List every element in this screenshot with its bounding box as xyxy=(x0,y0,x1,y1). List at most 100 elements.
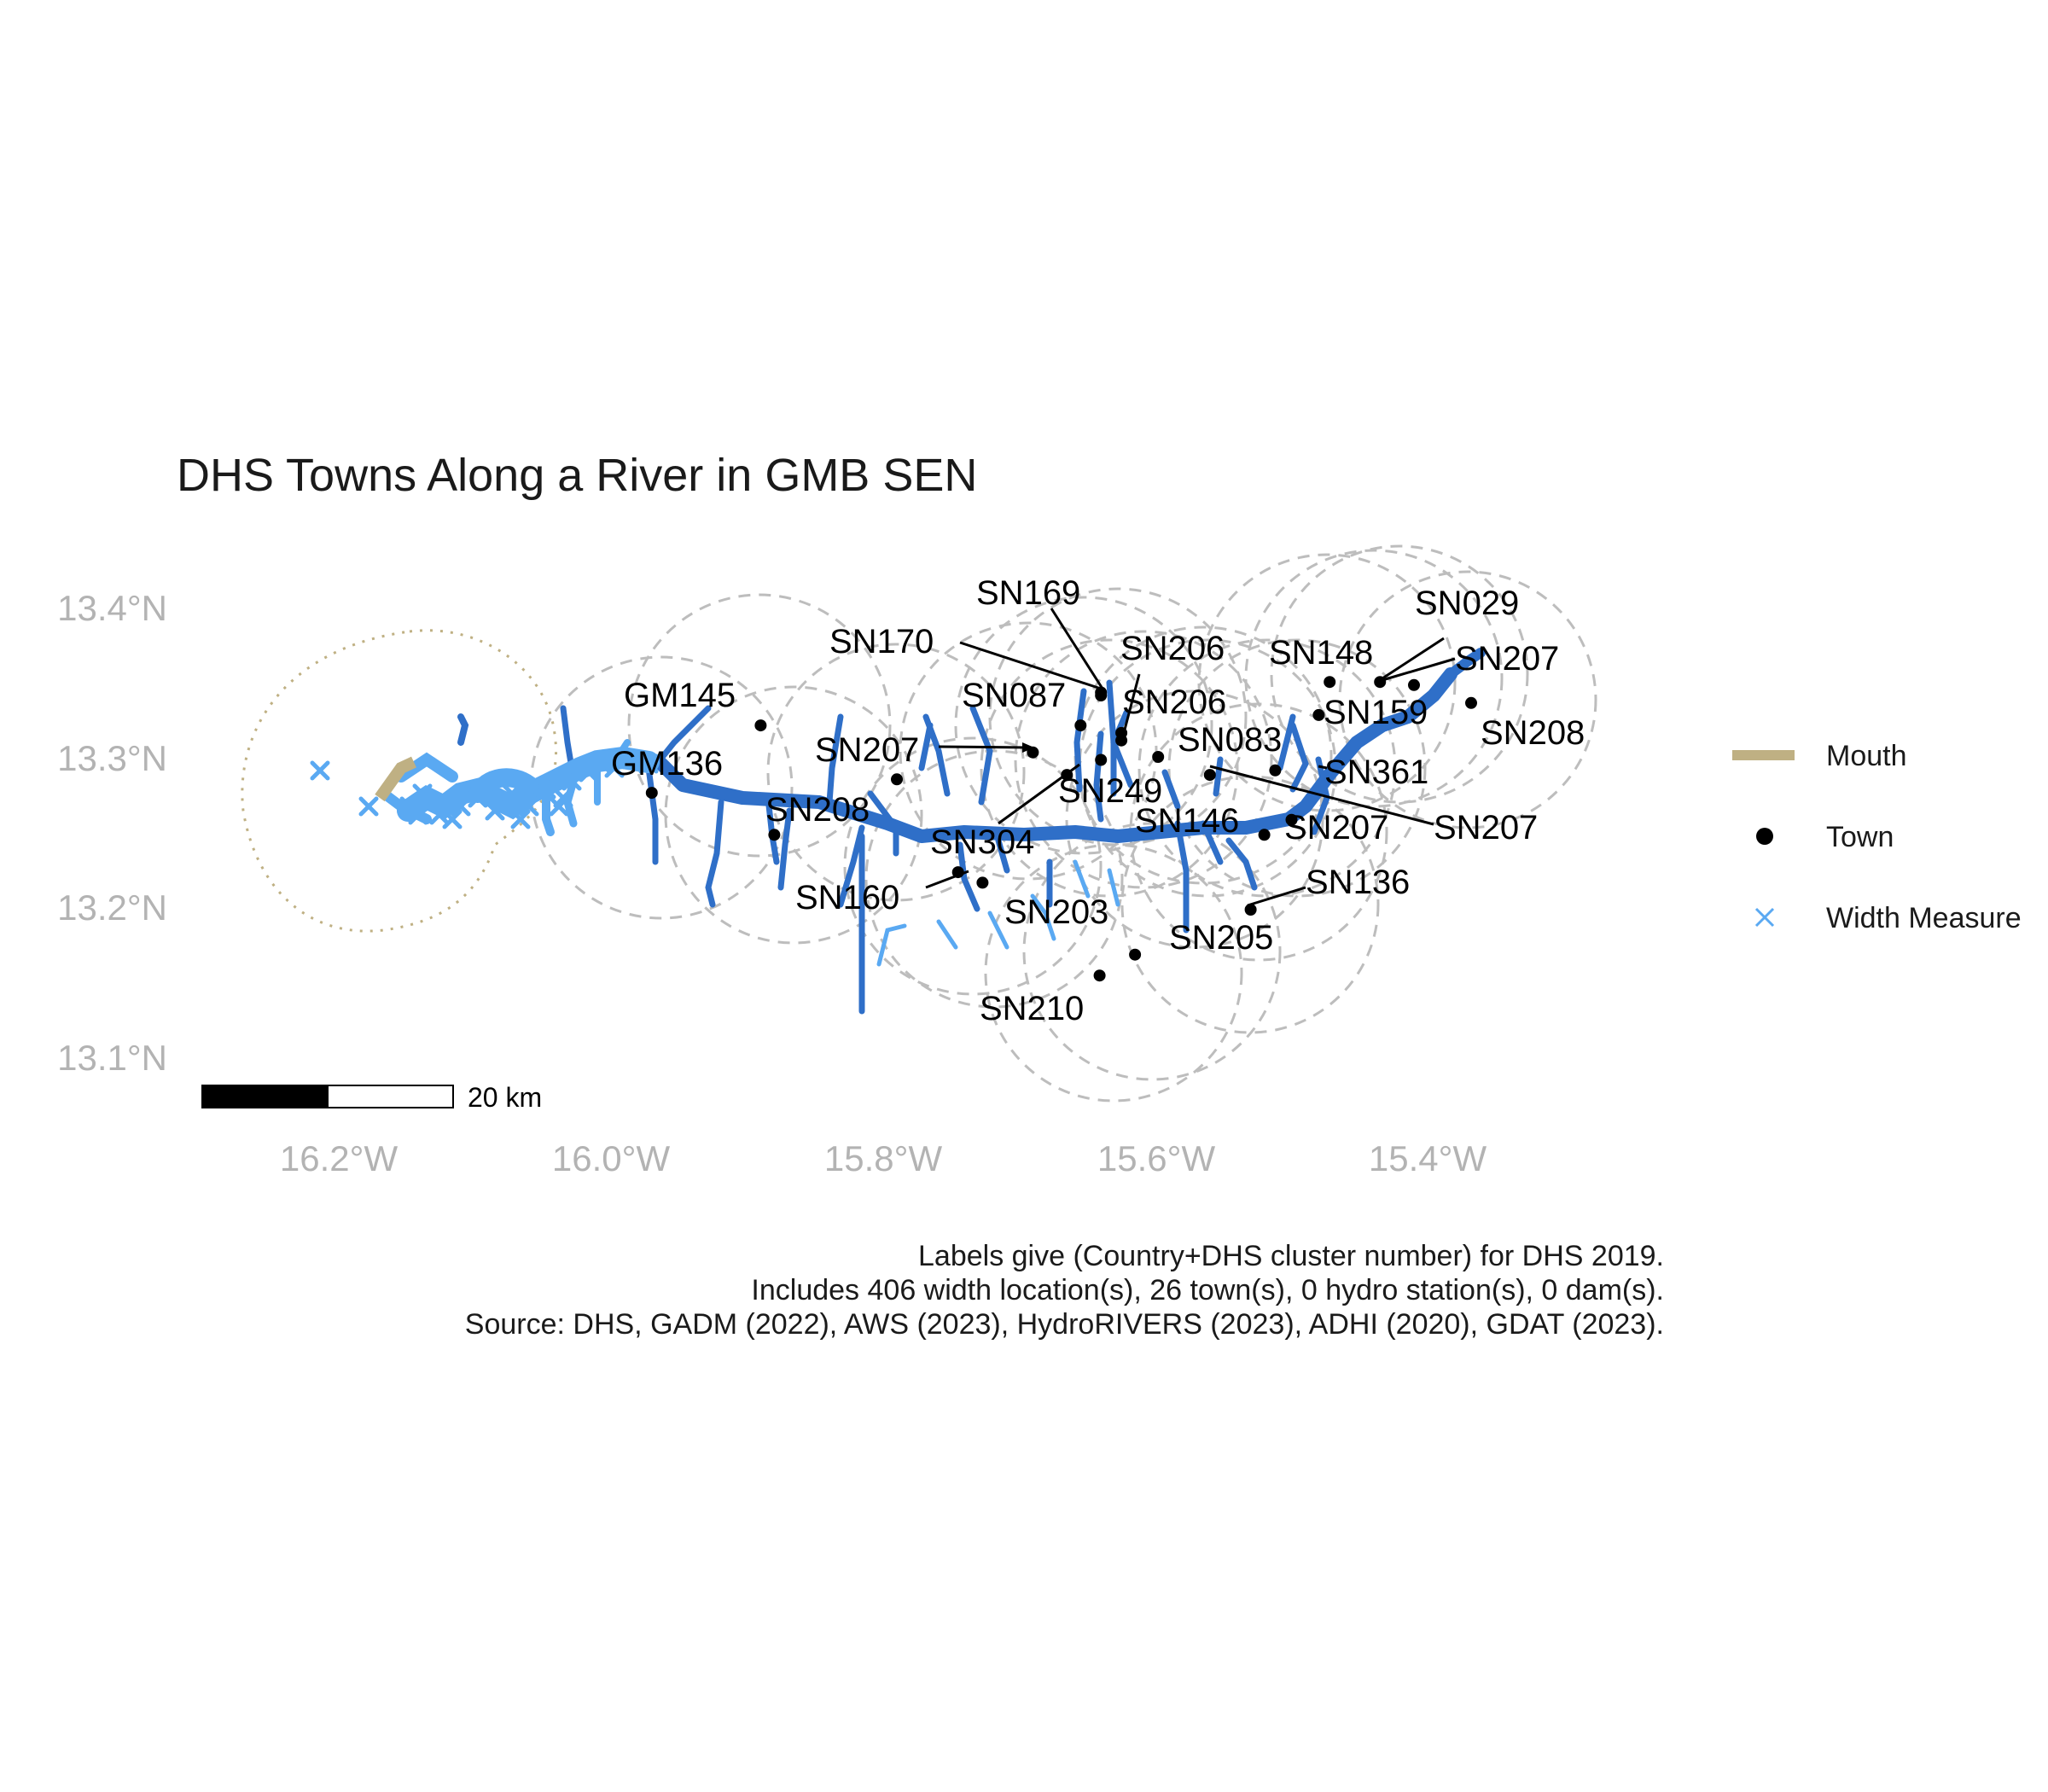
town-label: SN208 xyxy=(1481,714,1585,752)
town-point xyxy=(1269,764,1282,777)
legend-label-town: Town xyxy=(1826,821,1894,853)
legend-label-width-measure: Width Measure xyxy=(1826,902,2022,934)
town-label: SN169 xyxy=(976,574,1080,612)
town-point xyxy=(1203,769,1216,782)
width-measure-mark xyxy=(638,753,659,774)
town-point xyxy=(1285,813,1298,826)
town-label: SN207 xyxy=(1434,809,1538,847)
town-point xyxy=(1095,753,1108,766)
caption: Labels give (Country+DHS cluster number)… xyxy=(465,1240,1664,1341)
width-measure-mark xyxy=(510,809,531,829)
town-label: SN203 xyxy=(1004,893,1108,931)
town-point xyxy=(1324,676,1336,689)
mouth-line xyxy=(375,756,416,802)
caption-line-3: Source: DHS, GADM (2022), AWS (2023), Hy… xyxy=(465,1308,1664,1341)
y-axis: 13.4°N 13.3°N 13.2°N 13.1°N xyxy=(57,588,167,1078)
x-tick-label: 15.8°W xyxy=(824,1138,943,1178)
town-label: SN207 xyxy=(1284,809,1388,847)
width-measure-mark xyxy=(561,771,582,791)
town-buffers xyxy=(529,544,1597,1103)
town-point xyxy=(1129,948,1142,961)
town-label: SN029 xyxy=(1415,585,1519,622)
town-labels: GM145 GM136 SN208 SN207 SN087 SN170 SN16… xyxy=(611,574,1585,1027)
town-label: GM136 xyxy=(611,745,723,783)
width-measure-mark xyxy=(536,779,556,800)
width-measure-mark xyxy=(442,809,463,829)
town-point xyxy=(951,866,964,879)
width-measure-mark xyxy=(604,758,625,778)
town-point xyxy=(645,787,658,800)
width-measure-mark xyxy=(310,760,330,781)
width-measure-mark xyxy=(579,762,599,783)
legend-label-mouth: Mouth xyxy=(1826,740,1907,772)
caption-line-2: Includes 406 width location(s), 26 town(… xyxy=(751,1274,1664,1306)
width-measure-mark xyxy=(621,749,642,770)
town-label: SN160 xyxy=(795,879,899,916)
town-label: SN170 xyxy=(829,623,934,660)
x-tick-label: 16.0°W xyxy=(552,1138,671,1178)
town-point xyxy=(1061,769,1073,782)
width-measure-mark xyxy=(480,775,501,795)
width-measure-mark xyxy=(412,783,433,804)
town-label: GM145 xyxy=(624,677,736,714)
town-label: SN361 xyxy=(1324,753,1428,791)
town-point xyxy=(891,773,903,786)
town-label: SN207 xyxy=(1455,640,1559,678)
town-point xyxy=(1095,686,1108,699)
town-point xyxy=(1312,708,1325,721)
legend: Mouth Town Width Measure xyxy=(1732,740,2022,934)
y-tick-label: 13.4°N xyxy=(57,588,167,628)
mouth-buffer xyxy=(241,629,557,933)
map-title: DHS Towns Along a River in GMB SEN xyxy=(177,450,977,501)
town-label: SN205 xyxy=(1169,919,1273,957)
scale-bar-label: 20 km xyxy=(468,1082,542,1113)
town-label: SN083 xyxy=(1178,721,1282,759)
town-label: SN087 xyxy=(962,677,1066,714)
town-point xyxy=(1258,829,1271,841)
town-label: SN146 xyxy=(1135,802,1239,840)
town-label: SN208 xyxy=(765,791,870,829)
width-measure-mark xyxy=(485,800,505,821)
town-label: SN206 xyxy=(1120,630,1225,667)
town-point xyxy=(1074,719,1087,732)
width-measure-mark xyxy=(451,796,471,817)
x-tick-label: 15.6°W xyxy=(1097,1138,1216,1178)
town-point xyxy=(1115,734,1128,747)
town-label: SN249 xyxy=(1058,772,1162,810)
town-label: SN207 xyxy=(815,731,919,769)
town-point xyxy=(1093,969,1106,982)
y-tick-label: 13.1°N xyxy=(57,1038,167,1078)
scale-bar: 20 km xyxy=(201,1082,542,1113)
legend-width-swatch xyxy=(1754,907,1775,928)
legend-town-swatch xyxy=(1756,828,1773,845)
town-point xyxy=(1465,696,1477,709)
x-tick-label: 15.4°W xyxy=(1369,1138,1487,1178)
town-label: SN304 xyxy=(930,823,1034,861)
town-point xyxy=(754,719,767,732)
x-axis: 16.2°W 16.0°W 15.8°W 15.6°W 15.4°W xyxy=(280,1138,1487,1178)
main-river xyxy=(655,648,1486,843)
width-measure-mark xyxy=(502,783,522,804)
y-tick-label: 13.2°N xyxy=(57,887,167,928)
town-point xyxy=(976,876,989,889)
width-measure-mark xyxy=(553,788,573,808)
town-label: SN206 xyxy=(1122,684,1226,721)
town-point xyxy=(1374,676,1387,689)
town-label: SN210 xyxy=(980,990,1084,1027)
width-measure-mark xyxy=(408,805,428,825)
town-point xyxy=(1152,751,1165,763)
width-measure-mark xyxy=(519,796,539,817)
town-point xyxy=(1027,746,1039,759)
town-label: SN159 xyxy=(1324,694,1428,731)
caption-line-1: Labels give (Country+DHS cluster number)… xyxy=(918,1240,1664,1272)
town-point xyxy=(1408,678,1420,691)
town-points xyxy=(645,676,1477,982)
town-label: SN148 xyxy=(1269,634,1373,672)
town-point xyxy=(768,829,781,841)
width-measure-mark xyxy=(358,796,379,817)
width-measure-marks xyxy=(310,749,659,829)
x-tick-label: 16.2°W xyxy=(280,1138,399,1178)
town-point xyxy=(1244,904,1257,916)
y-tick-label: 13.3°N xyxy=(57,738,167,778)
